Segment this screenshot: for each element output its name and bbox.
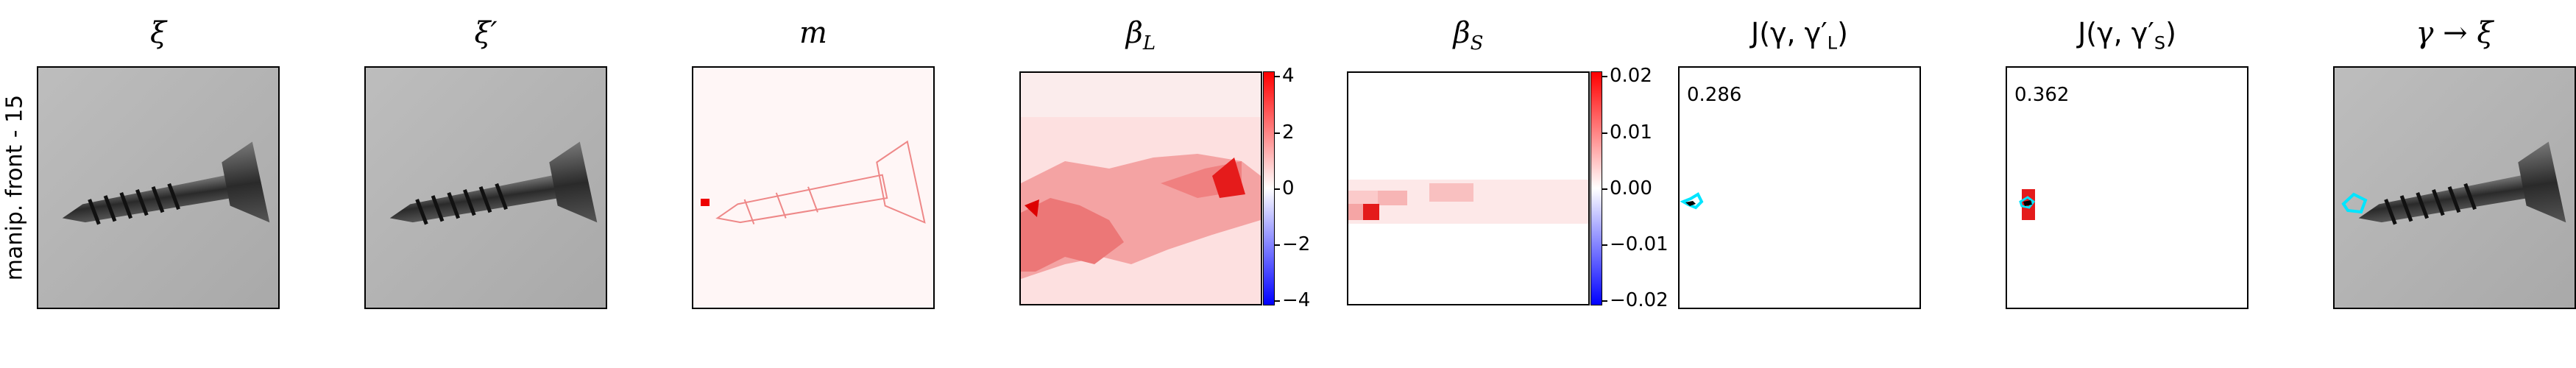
title-beta-s: βS xyxy=(1453,16,1484,54)
title-j-s: J(γ, γ′S) xyxy=(2078,17,2176,54)
cbar-tick: 2 xyxy=(1282,121,1295,144)
title-m: m xyxy=(799,16,827,50)
trajectory-plot xyxy=(1680,192,1704,210)
cbar-tick: 0.02 xyxy=(1610,65,1652,87)
cbar-tick: 0.00 xyxy=(1610,177,1652,199)
screw-overlay-image xyxy=(2335,68,2575,308)
panel-gamma-xi xyxy=(2333,66,2576,309)
colorbar-beta-s xyxy=(1590,71,1602,305)
cbar-tick: −4 xyxy=(1282,289,1311,311)
score-label: 0.362 xyxy=(2014,84,2070,106)
cbar-tick: 0 xyxy=(1282,177,1295,199)
row-label: manip. front - 15 xyxy=(1,94,28,281)
cbar-tick: 0.01 xyxy=(1610,121,1652,144)
trajectory-plot xyxy=(2019,189,2036,220)
panel-j-s: 0.362 xyxy=(2006,66,2248,309)
cbar-tick: −2 xyxy=(1282,233,1311,255)
beta-l-heatmap xyxy=(1021,73,1261,304)
panel-xi xyxy=(37,66,280,309)
mask-heatmap xyxy=(693,68,933,308)
panel-j-l: 0.286 xyxy=(1678,66,1921,309)
cbar-tick: −0.02 xyxy=(1610,289,1669,311)
panel-m xyxy=(692,66,935,309)
score-label: 0.286 xyxy=(1687,84,1742,106)
beta-s-heatmap xyxy=(1348,73,1588,304)
cbar-tick: −0.01 xyxy=(1610,233,1669,255)
panel-beta-l xyxy=(1019,71,1262,305)
title-beta-l: βL xyxy=(1125,16,1156,54)
colorbar-beta-l xyxy=(1263,71,1275,305)
title-gamma-xi: γ → ξ xyxy=(2416,16,2494,50)
panel-beta-s xyxy=(1347,71,1590,305)
screw-image xyxy=(38,68,278,308)
title-xi-prime: ξ′ xyxy=(474,16,498,50)
cbar-tick: 4 xyxy=(1282,65,1295,87)
title-xi: ξ xyxy=(149,16,167,50)
panel-xi-prime xyxy=(364,66,607,309)
title-j-l: J(γ, γ′L) xyxy=(1751,17,1848,54)
screw-image xyxy=(366,68,606,308)
